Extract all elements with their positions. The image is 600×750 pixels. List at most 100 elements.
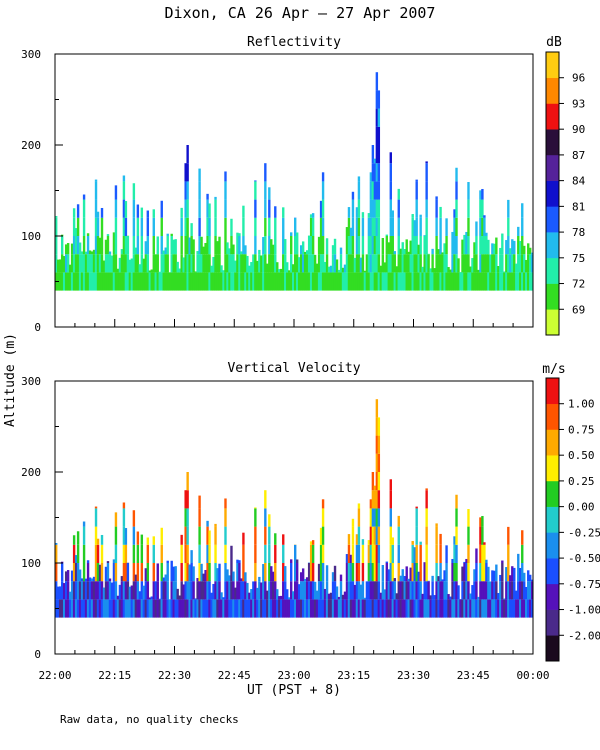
heatmap-cell (186, 508, 189, 527)
heatmap-cell (56, 586, 60, 600)
heatmap-cell (214, 526, 217, 545)
heatmap-cell (429, 272, 432, 291)
heatmap-cell (294, 544, 297, 563)
heatmap-cell (387, 272, 390, 291)
heatmap-cell (166, 236, 169, 255)
heatmap-cell (453, 544, 456, 563)
heatmap-cell (507, 581, 510, 600)
heatmap-cell (256, 260, 259, 273)
heatmap-cell (391, 236, 394, 255)
heatmap-cell (230, 563, 233, 582)
heatmap-cell (162, 577, 165, 582)
heatmap-cell (82, 272, 86, 291)
heatmap-cell (467, 544, 470, 563)
heatmap-cell (152, 217, 155, 236)
heatmap-cell (425, 163, 428, 182)
heatmap-cell (415, 599, 418, 618)
heatmap-cell (389, 563, 392, 582)
heatmap-cell (349, 581, 353, 600)
heatmap-cell (341, 599, 345, 618)
heatmap-cell (272, 581, 275, 600)
heatmap-cell (94, 179, 98, 182)
heatmap-cell (130, 272, 134, 291)
heatmap-cell (284, 254, 287, 273)
heatmap-cell (409, 567, 412, 582)
heatmap-cell (403, 581, 406, 600)
heatmap-cell (264, 544, 267, 563)
heatmap-cell (495, 564, 498, 582)
heatmap-cell (144, 254, 148, 273)
heatmap-cell (337, 599, 341, 618)
heatmap-cell (305, 581, 309, 600)
heatmap-cell (487, 581, 490, 600)
colorbar-segment (546, 232, 559, 259)
heatmap-cell (491, 272, 494, 291)
heatmap-cell (142, 272, 146, 291)
heatmap-cell (72, 544, 76, 563)
heatmap-cell (58, 586, 62, 600)
heatmap-cell (299, 572, 303, 582)
colorbar-segment (546, 378, 559, 405)
heatmap-cell (399, 599, 402, 618)
heatmap-cell (174, 239, 177, 255)
heatmap-cell (146, 272, 150, 291)
heatmap-cell (148, 270, 151, 273)
heatmap-cell (357, 181, 361, 200)
heatmap-cell (186, 526, 189, 545)
heatmap-cell (284, 599, 287, 618)
heatmap-cell (216, 581, 219, 600)
heatmap-cell (367, 599, 371, 618)
heatmap-cell (303, 254, 307, 273)
heatmap-cell (321, 272, 325, 291)
heatmap-cell (124, 544, 128, 563)
heatmap-cell (431, 272, 434, 291)
heatmap-cell (497, 599, 500, 618)
heatmap-cell (96, 544, 100, 563)
heatmap-cell (190, 550, 193, 563)
heatmap-cell (178, 268, 181, 273)
heatmap-cell (461, 254, 464, 273)
heatmap-cell (387, 569, 390, 582)
heatmap-cell (327, 272, 331, 291)
heatmap-cell (411, 236, 414, 255)
heatmap-cell (250, 599, 253, 618)
heatmap-cell (144, 599, 148, 618)
heatmap-cell (214, 599, 217, 618)
heatmap-cell (303, 599, 307, 618)
heatmap-cell (303, 581, 307, 600)
heatmap-cell (403, 576, 406, 582)
heatmap-cell (136, 531, 140, 545)
heatmap-cell (146, 217, 150, 236)
heatmap-cell (188, 564, 191, 582)
heatmap-cell (266, 599, 269, 618)
heatmap-cell (375, 108, 379, 127)
x-tick-label: 23:45 (457, 669, 490, 682)
y-tick-label: 200 (21, 466, 41, 479)
heatmap-cell (232, 571, 235, 582)
heatmap-cell (305, 272, 309, 291)
heatmap-cell (391, 272, 394, 291)
heatmap-cell (389, 581, 392, 600)
heatmap-cell (375, 90, 379, 109)
heatmap-cell (381, 254, 385, 273)
heatmap-cell (431, 575, 434, 582)
heatmap-cell (78, 599, 82, 618)
heatmap-cell (311, 540, 315, 545)
heatmap-cell (473, 242, 476, 255)
heatmap-cell (218, 599, 221, 618)
heatmap-cell (311, 272, 315, 291)
heatmap-cell (162, 250, 165, 255)
heatmap-cell (311, 581, 315, 600)
heatmap-cell (319, 544, 323, 563)
heatmap-cell (527, 581, 530, 600)
heatmap-cell (391, 544, 394, 563)
heatmap-cell (361, 254, 365, 273)
heatmap-cell (122, 254, 126, 273)
heatmap-cell (78, 272, 82, 291)
heatmap-cell (317, 581, 321, 600)
heatmap-cell (84, 578, 88, 582)
heatmap-cell (96, 599, 100, 618)
heatmap-cell (136, 236, 140, 255)
heatmap-cell (531, 579, 534, 582)
heatmap-cell (198, 495, 201, 509)
